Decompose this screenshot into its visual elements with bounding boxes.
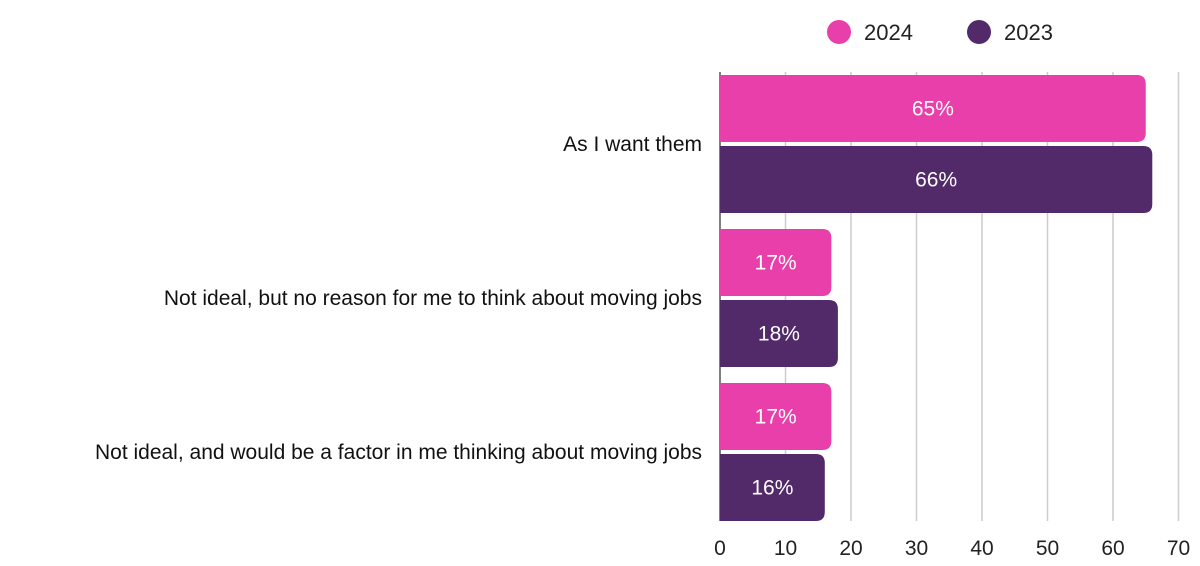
x-tick-label-70: 70 [1167,537,1190,560]
bar-2024-1 [720,229,832,296]
x-tick-label-0: 0 [714,537,726,560]
category-label-1: Not ideal, but no reason for me to think… [164,287,702,310]
category-label-2: Not ideal, and would be a factor in me t… [95,441,702,464]
bar-label-2023-1: 18% [758,323,800,346]
bar-label-2023-2: 16% [751,477,793,500]
legend-label-2023: 2023 [1004,20,1053,45]
bar-2024-0 [720,75,1146,142]
bars [720,75,1153,521]
legend: 2024 2023 [827,20,1053,45]
category-labels: As I want them Not ideal, but no reason f… [95,133,702,464]
bar-label-2024-1: 17% [755,252,797,275]
x-tick-label-60: 60 [1101,537,1124,560]
legend-marker-2023 [967,20,991,44]
legend-marker-2024 [827,20,851,44]
x-axis-ticks: 0 10 20 30 40 50 60 70 [714,537,1190,560]
bar-label-2024-0: 65% [912,98,954,121]
x-tick-label-20: 20 [839,537,862,560]
x-tick-label-40: 40 [970,537,993,560]
x-tick-label-10: 10 [774,537,797,560]
bar-label-2024-2: 17% [755,406,797,429]
bar-label-2023-0: 66% [915,169,957,192]
bar-2023-1 [720,300,838,367]
legend-label-2024: 2024 [864,20,913,45]
x-tick-label-30: 30 [905,537,928,560]
bar-2024-2 [720,383,832,450]
category-label-0: As I want them [563,133,702,156]
bar-2023-0 [720,146,1153,213]
bar-2023-2 [720,454,825,521]
x-tick-label-50: 50 [1036,537,1059,560]
bar-data-labels: 65% 66% 17% 18% 17% 16% [751,98,957,500]
